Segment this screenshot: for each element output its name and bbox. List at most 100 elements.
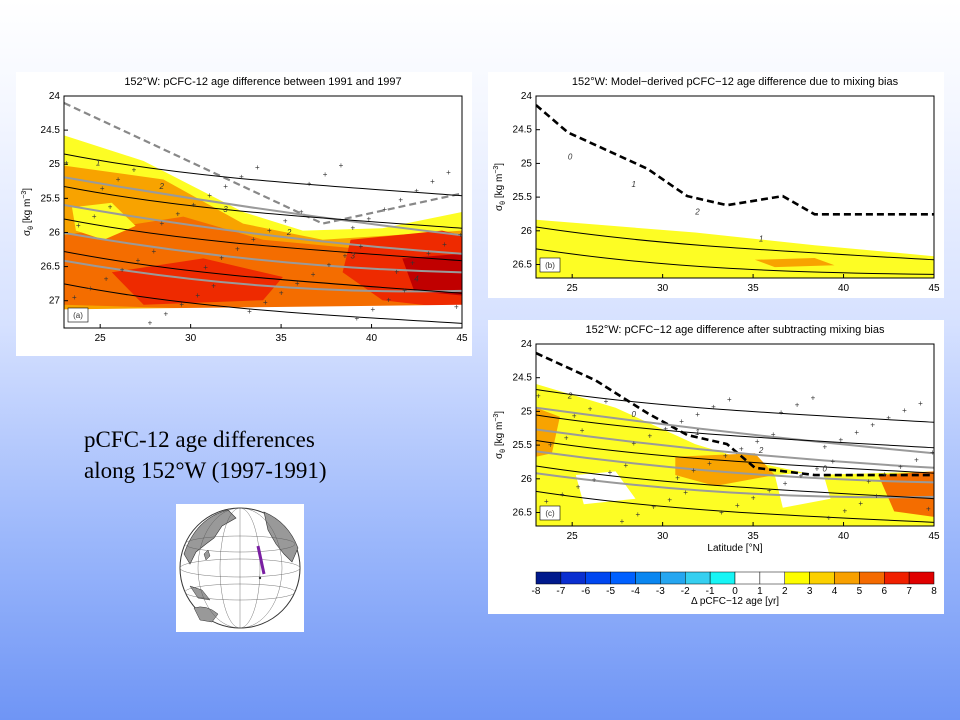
y-tick-label: 24.5 xyxy=(513,125,533,136)
sample-point: + xyxy=(120,265,125,274)
x-axis-label: Latitude [°N] xyxy=(707,543,762,554)
sample-point: + xyxy=(235,244,240,253)
y-tick-label: 24 xyxy=(521,339,533,350)
panel-letter: (b) xyxy=(545,261,555,270)
sample-point: + xyxy=(211,282,216,291)
sample-point: + xyxy=(795,401,800,410)
patch-orange-2 xyxy=(675,453,775,486)
chart-c-svg: 152°W: pCFC−12 age difference after subt… xyxy=(493,324,940,554)
sample-point: + xyxy=(327,261,332,270)
slide-caption: pCFC-12 age differences along 152°W (199… xyxy=(84,424,327,486)
grey-contour xyxy=(64,204,462,255)
sample-point: + xyxy=(608,468,613,477)
sample-point: + xyxy=(831,457,836,466)
sample-point: + xyxy=(679,417,684,426)
sample-point: + xyxy=(370,305,375,314)
x-tick-label: 45 xyxy=(928,531,940,542)
colorbar-cell xyxy=(585,571,611,585)
sample-point: + xyxy=(398,196,403,205)
sample-point: + xyxy=(92,212,97,221)
sample-point: + xyxy=(636,510,641,519)
contour-label: 2 xyxy=(694,207,700,216)
sample-point: + xyxy=(255,163,260,172)
sample-point: + xyxy=(779,408,784,417)
contour-label: 2 xyxy=(567,392,573,401)
y-axis-label: σθ [kg m−3] xyxy=(493,411,507,459)
caption-line-2: along 152°W (1997-1991) xyxy=(84,458,327,483)
y-label-sub: θ xyxy=(28,226,35,230)
contour-label: 2 xyxy=(286,228,292,237)
mixed-layer-line xyxy=(536,351,934,477)
sample-point: + xyxy=(667,495,672,504)
patch-dark-red xyxy=(402,253,462,296)
colorbar-cell xyxy=(610,571,636,585)
sample-point: + xyxy=(711,403,716,412)
sample-point: + xyxy=(647,432,652,441)
colorbar-cell xyxy=(709,571,736,585)
chart-panel-c: 152°W: pCFC−12 age difference after subt… xyxy=(488,320,944,614)
sample-point: + xyxy=(874,492,879,501)
sample-point: + xyxy=(632,439,637,448)
sample-point: + xyxy=(446,168,451,177)
black-contour xyxy=(64,283,462,324)
contour-field: ++++++++++++++++++++++++++++++++++++++++… xyxy=(536,344,934,526)
grey-contour xyxy=(64,176,462,237)
y-tick-label: 25.5 xyxy=(41,193,61,204)
x-tick-label: 40 xyxy=(838,531,850,542)
y-label-sub: θ xyxy=(500,201,507,205)
black-contour xyxy=(536,490,934,523)
sample-point: + xyxy=(100,184,105,193)
y-label-sub: θ xyxy=(500,449,507,453)
sample-point: + xyxy=(88,284,93,293)
sample-point: + xyxy=(263,298,268,307)
black-contour xyxy=(536,248,934,275)
sample-point: + xyxy=(160,219,165,228)
sample-point: + xyxy=(108,203,113,212)
black-contour xyxy=(64,185,462,229)
sample-point: + xyxy=(914,455,919,464)
y-tick-label: 24.5 xyxy=(41,125,61,136)
sample-point: + xyxy=(663,424,668,433)
x-tick-label: 25 xyxy=(567,283,579,294)
sample-point: + xyxy=(104,275,109,284)
sample-point: + xyxy=(695,410,700,419)
sample-point: + xyxy=(624,461,629,470)
sample-point: + xyxy=(815,464,820,473)
hawaii-dots xyxy=(258,576,262,580)
sample-point: + xyxy=(295,279,300,288)
globe-parallel-2 xyxy=(179,558,301,578)
sample-point: + xyxy=(307,179,312,188)
sample-point: + xyxy=(842,506,847,515)
sample-point: + xyxy=(72,293,77,302)
sample-point: + xyxy=(359,242,364,251)
globe-map xyxy=(176,504,304,632)
patch-orange xyxy=(754,258,835,268)
patch-red-1 xyxy=(111,258,283,305)
sample-point: + xyxy=(311,270,316,279)
y-tick-label: 26.5 xyxy=(513,260,533,271)
panel-letter-box xyxy=(67,307,89,323)
sample-point: + xyxy=(651,503,656,512)
y-label-main: σ xyxy=(22,229,33,236)
colorbar-cell xyxy=(734,571,761,585)
colorbar-tick-label: -8 xyxy=(532,586,541,597)
contour-label: 1 xyxy=(96,159,100,168)
y-tick-label: 25 xyxy=(521,406,533,417)
colorbar-cell xyxy=(859,571,885,585)
contour-field: ++++++++++++++++++++++++++++++++++++++++… xyxy=(64,96,462,328)
sample-point: + xyxy=(723,452,728,461)
colorbar-tick-label: 8 xyxy=(931,586,937,597)
plot-frame xyxy=(535,95,935,279)
sample-point: + xyxy=(223,182,228,191)
colorbar-cell xyxy=(660,571,686,585)
y-label-exp: −3 xyxy=(21,191,28,199)
colorbar-tick-label: -3 xyxy=(656,586,665,597)
colorbar-cell xyxy=(685,571,711,585)
globe-map-svg xyxy=(179,507,301,629)
sample-point: + xyxy=(739,444,744,453)
y-axis-label: σθ [kg m−3] xyxy=(493,163,507,211)
y-label-close: ] xyxy=(22,188,33,191)
sample-point: + xyxy=(343,251,348,260)
sample-point: + xyxy=(870,421,875,430)
globe-graticule xyxy=(179,507,301,629)
